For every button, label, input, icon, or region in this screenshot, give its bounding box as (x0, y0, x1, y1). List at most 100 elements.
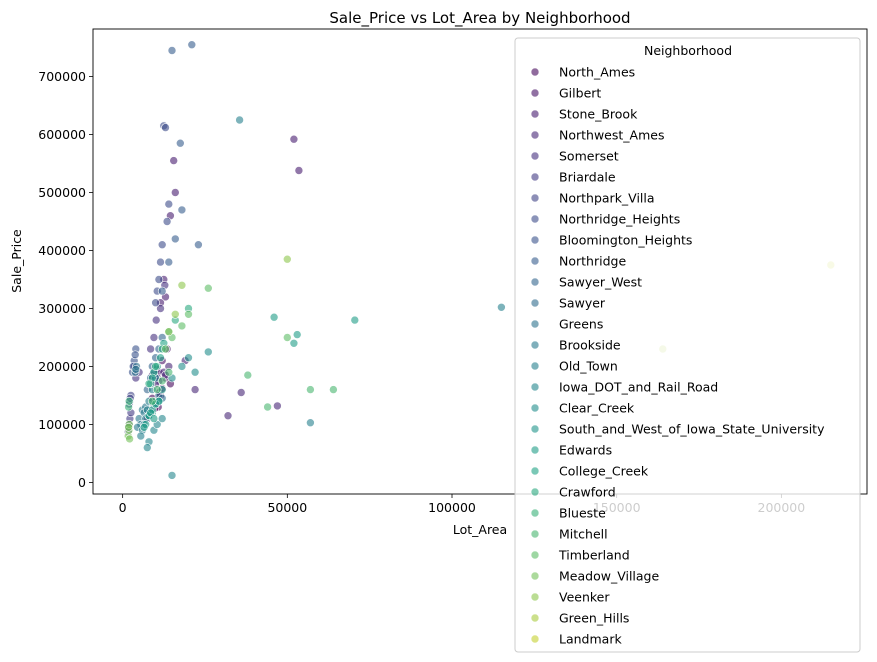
data-point (152, 385, 162, 394)
data-point (236, 388, 246, 397)
data-point (282, 254, 292, 264)
data-point (156, 304, 165, 313)
legend-label: Somerset (559, 149, 619, 164)
legend-label: Old_Town (559, 359, 618, 374)
legend-label: Iowa_DOT_and_Rail_Road (559, 380, 718, 395)
data-point (177, 205, 187, 215)
legend-marker (530, 571, 540, 581)
y-axis-label: Sale_Price (9, 229, 24, 293)
data-point (143, 443, 152, 452)
data-point (125, 434, 134, 444)
legend-marker (530, 466, 540, 476)
legend-marker (530, 445, 540, 455)
data-point (156, 257, 165, 267)
data-point (157, 414, 167, 423)
y-tick-label: 500000 (38, 185, 86, 200)
data-point (164, 257, 174, 267)
data-point (176, 138, 185, 148)
legend-label: Clear_Creek (559, 401, 635, 416)
legend-marker (530, 319, 540, 329)
y-tick-label: 100000 (38, 417, 86, 432)
data-point (289, 134, 299, 144)
data-point (130, 350, 140, 360)
data-point (171, 188, 180, 197)
data-point (161, 123, 170, 132)
legend-marker (530, 130, 540, 140)
legend-entries: North_Ames Gilbert Stone_Brook Northwest_Am… (530, 65, 825, 647)
legend-label: Northridge_Heights (559, 212, 680, 227)
legend-marker (530, 256, 540, 266)
x-tick-label: 100000 (428, 500, 476, 515)
data-point (149, 333, 159, 342)
legend-label: Edwards (559, 443, 612, 458)
legend-label: Timberland (558, 548, 630, 563)
data-point (243, 370, 253, 380)
legend-marker (530, 403, 540, 413)
legend-label: Gilbert (559, 86, 601, 101)
data-point (306, 385, 315, 394)
legend-label: Sawyer (559, 296, 606, 311)
y-tick-label: 200000 (38, 359, 86, 374)
data-point (263, 402, 272, 412)
data-point (162, 217, 172, 226)
legend-marker (530, 235, 540, 245)
legend-marker (530, 151, 540, 161)
data-point (235, 115, 244, 125)
data-point (184, 309, 193, 319)
data-point (146, 344, 155, 354)
data-point (177, 362, 187, 371)
data-point (350, 315, 360, 325)
legend-label: Sawyer_West (559, 275, 642, 290)
data-point (149, 414, 159, 423)
legend-marker (530, 529, 540, 539)
data-point (294, 166, 304, 175)
y-tick-label: 400000 (38, 243, 86, 258)
data-point (223, 411, 233, 421)
x-tick-label: 50000 (267, 500, 307, 515)
data-point (194, 240, 203, 249)
legend-label: Crawford (559, 485, 616, 500)
data-point (204, 283, 213, 293)
data-point (157, 286, 167, 296)
data-point (151, 315, 161, 325)
data-point (144, 379, 154, 389)
data-point (190, 367, 200, 377)
legend-marker (530, 613, 540, 623)
legend-label: Greens (559, 317, 603, 332)
legend-marker (530, 172, 540, 182)
x-tick-label: 0 (119, 500, 127, 515)
chart-title: Sale_Price vs Lot_Area by Neighborhood (329, 9, 630, 28)
legend-marker (530, 109, 540, 119)
legend-label: Briardale (559, 170, 616, 185)
data-point (164, 327, 174, 337)
data-point (156, 353, 165, 363)
data-point (131, 364, 141, 374)
legend-title: Neighborhood (644, 43, 732, 58)
data-point (269, 312, 279, 322)
legend-label: South_and_West_of_Iowa_State_University (559, 422, 825, 437)
data-point (329, 385, 338, 394)
legend-marker (530, 592, 540, 602)
legend-marker (530, 550, 540, 560)
data-point (167, 46, 177, 55)
scatter-points (123, 40, 836, 480)
data-point (204, 347, 213, 357)
legend-label: Stone_Brook (559, 107, 638, 122)
y-tick-label: 300000 (38, 301, 86, 316)
legend-marker (530, 634, 540, 644)
legend: Neighborhood North_Ames Gilbert Stone_Broo… (514, 37, 861, 653)
legend-label: Northpark_Villa (559, 191, 655, 206)
data-point (306, 418, 315, 428)
data-point (157, 240, 167, 249)
legend-marker (530, 382, 540, 392)
data-point (161, 344, 170, 354)
legend-label: Bloomington_Heights (559, 233, 692, 248)
data-point (282, 333, 292, 342)
legend-label: Mitchell (559, 527, 608, 542)
legend-label: Landmark (559, 632, 622, 647)
y-tick-label: 600000 (38, 127, 86, 142)
legend-marker (530, 340, 540, 350)
data-point (497, 302, 506, 312)
legend-label: College_Creek (559, 464, 649, 479)
